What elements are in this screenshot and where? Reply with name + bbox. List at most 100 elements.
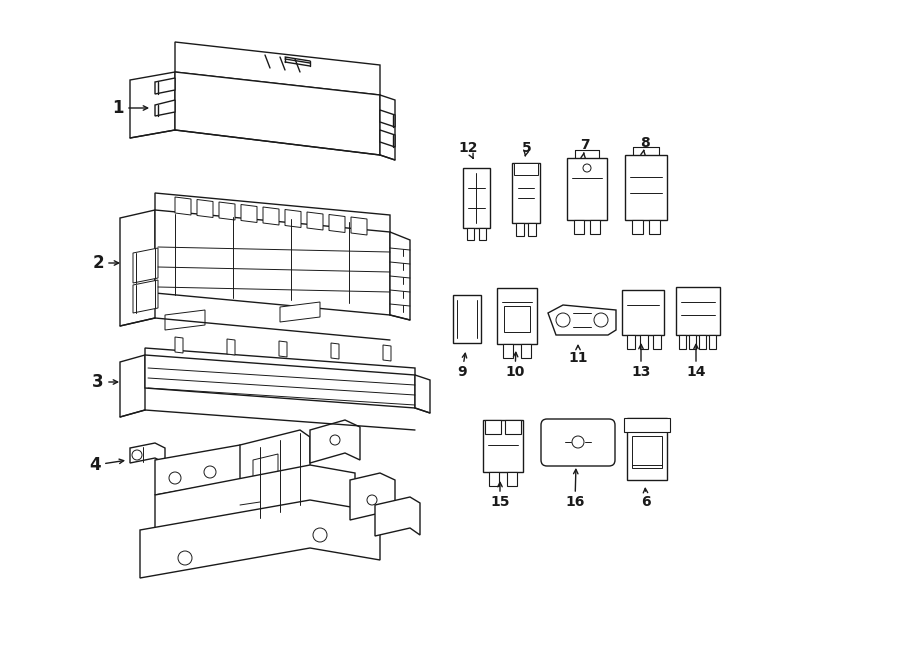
Polygon shape <box>351 217 367 235</box>
Text: 3: 3 <box>92 373 104 391</box>
Text: 10: 10 <box>505 365 525 379</box>
Circle shape <box>556 313 570 327</box>
Polygon shape <box>155 465 355 532</box>
Bar <box>505 420 521 434</box>
Bar <box>512 163 540 223</box>
Bar <box>497 288 537 344</box>
Text: 14: 14 <box>686 365 706 379</box>
Bar <box>489 472 499 486</box>
Bar <box>463 168 490 228</box>
Polygon shape <box>285 210 301 227</box>
Polygon shape <box>390 232 410 320</box>
Text: 13: 13 <box>631 365 651 379</box>
Polygon shape <box>263 207 279 225</box>
Polygon shape <box>175 42 380 95</box>
Polygon shape <box>253 454 278 486</box>
Bar <box>622 290 664 335</box>
Text: 4: 4 <box>89 456 101 474</box>
Bar <box>625 155 667 220</box>
Circle shape <box>330 435 340 445</box>
Bar <box>624 418 670 432</box>
Polygon shape <box>155 78 175 94</box>
Text: 5: 5 <box>522 141 532 155</box>
Polygon shape <box>155 100 175 116</box>
Circle shape <box>313 528 327 542</box>
Polygon shape <box>165 310 205 330</box>
Polygon shape <box>331 343 339 359</box>
Polygon shape <box>240 430 310 520</box>
Polygon shape <box>279 341 287 357</box>
Bar <box>590 220 600 234</box>
Polygon shape <box>145 355 415 408</box>
FancyBboxPatch shape <box>541 419 615 466</box>
Bar <box>507 472 517 486</box>
Bar <box>528 223 536 236</box>
Text: 2: 2 <box>92 254 104 272</box>
Polygon shape <box>415 375 430 413</box>
Polygon shape <box>140 500 380 578</box>
Bar <box>479 228 486 240</box>
Circle shape <box>204 466 216 478</box>
Polygon shape <box>329 215 345 233</box>
Polygon shape <box>130 72 175 138</box>
Circle shape <box>583 164 591 172</box>
Polygon shape <box>380 110 395 127</box>
Polygon shape <box>155 445 265 495</box>
Bar <box>649 220 660 234</box>
Polygon shape <box>155 193 390 240</box>
Bar <box>679 335 686 349</box>
Bar <box>483 420 523 472</box>
Circle shape <box>178 551 192 565</box>
Polygon shape <box>310 420 360 463</box>
Polygon shape <box>375 497 420 536</box>
Polygon shape <box>350 473 395 520</box>
Polygon shape <box>175 337 183 353</box>
Polygon shape <box>133 280 158 313</box>
Text: 11: 11 <box>568 351 588 365</box>
Circle shape <box>594 313 608 327</box>
Bar <box>689 335 696 349</box>
Bar <box>503 344 513 358</box>
Text: 6: 6 <box>641 495 651 509</box>
Bar <box>516 223 524 236</box>
Polygon shape <box>175 72 380 155</box>
Bar <box>574 220 584 234</box>
Polygon shape <box>380 95 395 160</box>
Bar <box>514 163 538 175</box>
Text: 15: 15 <box>491 495 509 509</box>
Circle shape <box>572 436 584 448</box>
Polygon shape <box>120 210 155 326</box>
Text: 7: 7 <box>580 138 590 152</box>
Bar <box>467 228 474 240</box>
Polygon shape <box>548 305 616 335</box>
Polygon shape <box>120 355 145 417</box>
Bar <box>632 436 662 468</box>
Polygon shape <box>280 302 320 322</box>
Bar <box>699 335 706 349</box>
Polygon shape <box>145 348 415 382</box>
Bar <box>709 335 716 349</box>
Circle shape <box>367 495 377 505</box>
Bar <box>485 420 501 434</box>
Polygon shape <box>380 130 395 147</box>
Text: 9: 9 <box>457 365 467 379</box>
Polygon shape <box>219 202 235 220</box>
Polygon shape <box>241 204 257 223</box>
Bar <box>521 344 531 358</box>
Polygon shape <box>133 248 158 283</box>
Polygon shape <box>175 197 191 215</box>
Bar <box>567 158 607 220</box>
Text: 12: 12 <box>458 141 478 155</box>
Circle shape <box>169 472 181 484</box>
Polygon shape <box>197 200 213 217</box>
Bar <box>504 306 530 332</box>
Bar <box>627 335 635 349</box>
Polygon shape <box>227 339 235 355</box>
Bar <box>453 295 481 343</box>
Polygon shape <box>307 212 323 230</box>
Bar <box>640 335 648 349</box>
Bar <box>632 220 643 234</box>
Text: 16: 16 <box>565 495 585 509</box>
Bar <box>627 418 667 480</box>
Polygon shape <box>383 345 391 361</box>
